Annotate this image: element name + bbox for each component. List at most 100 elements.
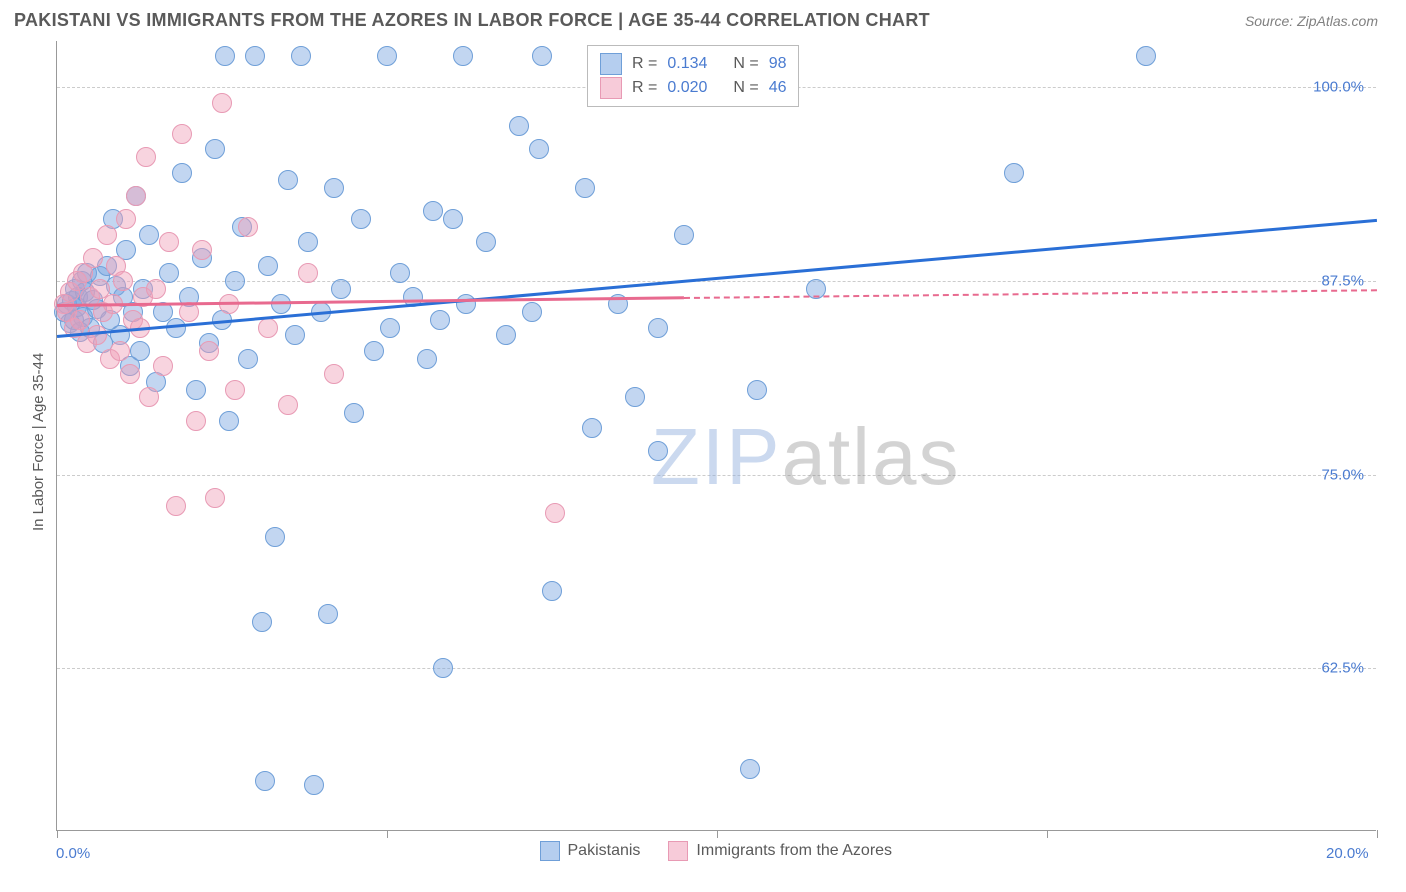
plot-area: 62.5%75.0%87.5%100.0%ZIPatlasR =0.134N =… (56, 41, 1376, 831)
scatter-point-pakistanis (648, 441, 668, 461)
scatter-point-pakistanis (380, 318, 400, 338)
scatter-point-pakistanis (417, 349, 437, 369)
y-tick-label: 75.0% (1321, 466, 1364, 483)
scatter-point-pakistanis (476, 232, 496, 252)
stat-label-r: R = (632, 52, 657, 76)
scatter-point-azores (126, 186, 146, 206)
scatter-point-pakistanis (648, 318, 668, 338)
scatter-point-azores (110, 341, 130, 361)
series-legend: PakistanisImmigrants from the Azores (540, 841, 893, 861)
scatter-point-pakistanis (298, 232, 318, 252)
stat-value-r: 0.134 (667, 52, 723, 76)
scatter-point-pakistanis (674, 225, 694, 245)
scatter-point-pakistanis (215, 46, 235, 66)
scatter-point-azores (179, 302, 199, 322)
scatter-point-pakistanis (377, 46, 397, 66)
scatter-point-pakistanis (238, 349, 258, 369)
x-tick-label-left: 0.0% (56, 845, 90, 862)
scatter-point-pakistanis (285, 325, 305, 345)
scatter-point-pakistanis (172, 163, 192, 183)
stat-value-n: 98 (769, 52, 787, 76)
scatter-point-azores (159, 232, 179, 252)
scatter-point-pakistanis (532, 46, 552, 66)
scatter-point-pakistanis (139, 225, 159, 245)
scatter-point-azores (324, 364, 344, 384)
legend-swatch (540, 841, 560, 861)
scatter-point-pakistanis (331, 279, 351, 299)
gridline (57, 281, 1376, 282)
scatter-point-pakistanis (575, 178, 595, 198)
chart-area: In Labor Force | Age 35-44 62.5%75.0%87.… (14, 41, 1392, 891)
scatter-point-azores (545, 503, 565, 523)
scatter-point-pakistanis (186, 380, 206, 400)
scatter-point-pakistanis (324, 178, 344, 198)
x-tick (717, 830, 718, 838)
y-axis-label: In Labor Force | Age 35-44 (30, 353, 47, 531)
scatter-point-pakistanis (740, 759, 760, 779)
scatter-point-pakistanis (433, 658, 453, 678)
stat-value-r: 0.020 (667, 76, 723, 100)
scatter-point-azores (136, 147, 156, 167)
gridline (57, 475, 1376, 476)
legend-row: R =0.020N =46 (600, 76, 786, 100)
stat-label-n: N = (733, 52, 758, 76)
correlation-legend: R = 0.134 N = 98R = 0.020 N = 46 (587, 45, 799, 107)
scatter-point-pakistanis (252, 612, 272, 632)
legend-swatch (668, 841, 688, 861)
scatter-point-pakistanis (344, 403, 364, 423)
legend-label: Immigrants from the Azores (696, 842, 892, 860)
scatter-point-azores (205, 488, 225, 508)
scatter-point-pakistanis (390, 263, 410, 283)
scatter-point-azores (166, 496, 186, 516)
scatter-point-pakistanis (522, 302, 542, 322)
chart-header: PAKISTANI VS IMMIGRANTS FROM THE AZORES … (0, 0, 1406, 37)
trend-line-extension (684, 289, 1377, 299)
x-tick (57, 830, 58, 838)
watermark: ZIPatlas (651, 411, 960, 503)
scatter-point-pakistanis (255, 771, 275, 791)
legend-swatch (600, 53, 622, 75)
scatter-point-pakistanis (582, 418, 602, 438)
scatter-point-pakistanis (430, 310, 450, 330)
scatter-point-azores (192, 240, 212, 260)
scatter-point-pakistanis (219, 411, 239, 431)
legend-item: Immigrants from the Azores (668, 841, 892, 861)
legend-row: R = 0.134 N = 98 (600, 52, 786, 76)
scatter-point-pakistanis (318, 604, 338, 624)
scatter-point-pakistanis (351, 209, 371, 229)
scatter-point-pakistanis (258, 256, 278, 276)
scatter-point-azores (199, 341, 219, 361)
scatter-point-azores (298, 263, 318, 283)
scatter-point-azores (116, 209, 136, 229)
scatter-point-azores (172, 124, 192, 144)
x-tick (1377, 830, 1378, 838)
scatter-point-pakistanis (1004, 163, 1024, 183)
scatter-point-azores (238, 217, 258, 237)
stat-value-n: 46 (769, 76, 787, 100)
gridline (57, 668, 1376, 669)
chart-title: PAKISTANI VS IMMIGRANTS FROM THE AZORES … (14, 10, 930, 31)
scatter-point-azores (139, 387, 159, 407)
x-tick (387, 830, 388, 838)
legend-swatch (600, 77, 622, 99)
scatter-point-pakistanis (529, 139, 549, 159)
scatter-point-pakistanis (453, 46, 473, 66)
scatter-point-azores (258, 318, 278, 338)
trend-line (57, 219, 1377, 338)
stat-label-n: N = (733, 76, 758, 100)
chart-source: Source: ZipAtlas.com (1245, 13, 1378, 29)
scatter-point-pakistanis (1136, 46, 1156, 66)
scatter-point-azores (113, 271, 133, 291)
scatter-point-pakistanis (304, 775, 324, 795)
scatter-point-pakistanis (130, 341, 150, 361)
scatter-point-azores (146, 279, 166, 299)
scatter-point-azores (120, 364, 140, 384)
scatter-point-pakistanis (364, 341, 384, 361)
scatter-point-pakistanis (443, 209, 463, 229)
y-tick-label: 100.0% (1313, 79, 1364, 96)
scatter-point-pakistanis (496, 325, 516, 345)
x-tick (1047, 830, 1048, 838)
scatter-point-azores (225, 380, 245, 400)
scatter-point-pakistanis (542, 581, 562, 601)
scatter-point-azores (87, 325, 107, 345)
